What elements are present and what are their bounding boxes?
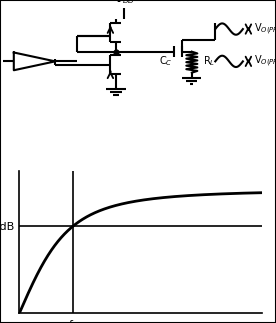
Text: R$_L$: R$_L$ bbox=[203, 55, 215, 68]
Text: V$_{DD}$: V$_{DD}$ bbox=[114, 0, 135, 5]
Text: V$_{O(PP)}$: V$_{O(PP)}$ bbox=[254, 21, 276, 37]
Text: C$_C$: C$_C$ bbox=[159, 54, 172, 68]
Text: V$_{O(PP)}$: V$_{O(PP)}$ bbox=[254, 54, 276, 69]
